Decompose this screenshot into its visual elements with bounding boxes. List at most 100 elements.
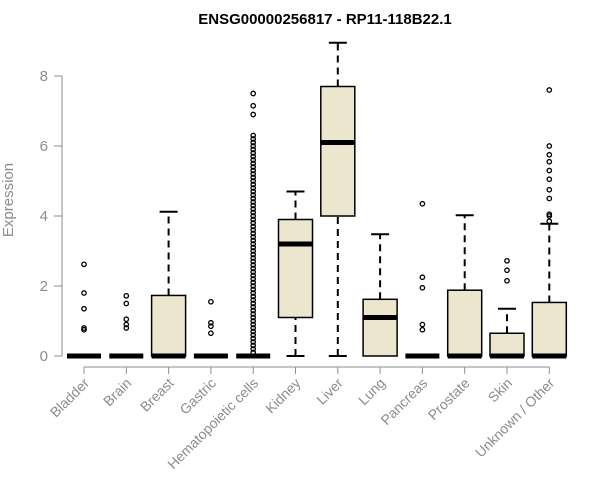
box-iqr	[150, 294, 187, 357]
outlier-point	[250, 90, 257, 97]
box-unknown-other	[531, 87, 568, 359]
x-tick-label: Prostate	[425, 375, 473, 423]
box-liver	[320, 41, 356, 357]
outlier-point	[250, 202, 257, 209]
outlier-point	[208, 319, 214, 326]
outlier-point	[250, 185, 257, 191]
outlier-point	[250, 314, 257, 321]
outlier-point	[250, 335, 257, 342]
outlier-point	[250, 265, 257, 272]
outlier-point	[250, 342, 257, 349]
box-gastric	[193, 298, 228, 359]
outlier-point	[250, 223, 257, 230]
outlier-point	[250, 216, 257, 223]
outlier-point	[250, 111, 257, 118]
outlier-point	[123, 316, 130, 323]
outlier-point	[250, 269, 257, 275]
x-tick-label: Breast	[137, 375, 177, 415]
outlier-point	[250, 237, 257, 244]
outlier-point	[250, 304, 257, 310]
box-iqr	[362, 298, 398, 357]
outlier-point	[208, 330, 214, 337]
outlier-point	[250, 213, 257, 219]
outlier-point	[250, 328, 257, 335]
outlier-point	[419, 284, 426, 291]
y-tick-label: 0	[40, 348, 48, 365]
outlier-point	[123, 292, 130, 299]
box-iqr	[277, 218, 314, 319]
outlier-point	[419, 321, 426, 328]
outlier-point	[250, 220, 257, 226]
box-pancreas	[405, 200, 440, 359]
box-breast	[150, 210, 187, 359]
x-tick-label: Pancreas	[377, 375, 430, 428]
outlier-point	[250, 262, 257, 268]
box-iqr	[489, 332, 525, 357]
outlier-point	[250, 171, 257, 177]
outlier-point	[504, 277, 510, 284]
y-tick-label: 8	[40, 68, 48, 85]
x-tick-label: Liver	[313, 375, 346, 408]
outlier-point	[546, 218, 553, 225]
outlier-point	[546, 151, 553, 158]
outlier-point	[419, 274, 426, 281]
outlier-point	[250, 297, 257, 303]
outlier-point	[250, 332, 257, 338]
outlier-point	[250, 321, 257, 328]
outlier-point	[81, 305, 87, 312]
outlier-point	[123, 325, 130, 331]
box-iqr	[531, 301, 568, 357]
x-tick-label: Skin	[485, 375, 516, 406]
outlier-point	[250, 188, 257, 195]
outlier-point	[250, 286, 257, 293]
outlier-point	[250, 102, 257, 109]
outlier-point	[250, 244, 257, 251]
outlier-point	[250, 139, 257, 146]
outlier-point	[250, 160, 257, 167]
outlier-point	[250, 136, 257, 142]
outlier-point	[250, 307, 257, 314]
outlier-point	[250, 318, 257, 324]
box-series	[67, 41, 568, 359]
outlier-point	[419, 326, 426, 333]
outlier-point	[250, 276, 257, 282]
y-axis: 0 2 4 6 8	[40, 68, 63, 365]
outlier-point	[546, 195, 553, 202]
outlier-point	[546, 158, 553, 165]
outlier-point	[250, 241, 257, 247]
outlier-point	[250, 132, 257, 139]
chart-title: ENSG00000256817 - RP11-118B22.1	[198, 11, 452, 28]
outlier-point	[250, 311, 257, 317]
outlier-point	[250, 150, 257, 156]
outlier-point	[250, 157, 257, 163]
outlier-point	[250, 143, 257, 149]
box-iqr	[320, 85, 356, 217]
outlier-point	[250, 195, 257, 202]
box-hematopoietic-cells	[236, 90, 271, 359]
outlier-point	[250, 258, 257, 265]
outlier-point	[504, 267, 510, 274]
box-lung	[362, 233, 398, 357]
box-skin	[489, 257, 525, 359]
outlier-point	[546, 143, 553, 149]
box-bladder	[67, 261, 101, 359]
outlier-point	[546, 186, 553, 193]
box-brain	[109, 292, 144, 359]
outlier-point	[123, 321, 130, 328]
outlier-point	[250, 248, 257, 254]
y-tick-label: 6	[40, 138, 48, 155]
outlier-point	[250, 349, 257, 356]
outlier-point	[250, 153, 257, 160]
y-tick-label: 4	[40, 208, 48, 225]
outlier-point	[250, 164, 257, 170]
outlier-point	[250, 227, 257, 233]
box-iqr	[446, 289, 483, 357]
outlier-point	[250, 199, 257, 205]
outlier-point	[250, 234, 257, 240]
outlier-point	[546, 176, 553, 183]
x-tick-label: Lung	[355, 375, 388, 408]
outlier-point	[250, 346, 257, 352]
box-kidney	[277, 190, 314, 357]
outlier-point	[250, 192, 257, 198]
